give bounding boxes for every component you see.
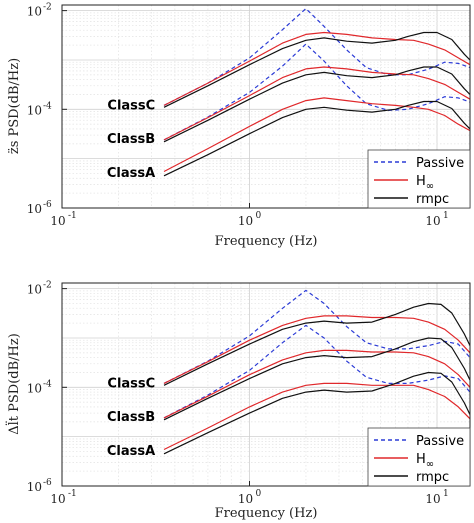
ticks-top: 10 -1 10 0 10 110 -610 -410 -2 [27, 3, 449, 228]
series-line [163, 371, 471, 455]
x-tick-exponent: -1 [68, 489, 77, 499]
axes-box-top [61, 4, 471, 209]
series-line [163, 97, 471, 173]
class-label: ClassC [107, 376, 155, 391]
y-axis-label-bottom: Δl̈t PSD(dB/Hz) [5, 333, 22, 435]
ticks-bottom: 10 -1 10 0 10 110 -610 -410 -2 [27, 281, 449, 506]
x-tick-exponent: 0 [255, 489, 261, 499]
y-tick-exponent: -4 [43, 379, 52, 389]
class-labels-bottom: ClassC ClassB ClassA [107, 376, 155, 459]
x-tick-label: 10 [238, 214, 253, 228]
class-labels-top: ClassC ClassB ClassA [107, 98, 155, 181]
y-tick-label: 10 [27, 480, 42, 494]
class-label: ClassA [107, 166, 155, 181]
series-line [163, 315, 471, 384]
y-tick-exponent: -6 [43, 200, 52, 210]
y-tick-label: 10 [27, 5, 42, 19]
legend-label: rmpc [416, 192, 449, 207]
class-label: ClassB [107, 132, 155, 147]
x-axis-label-top: Frequency (Hz) [215, 234, 318, 249]
x-tick-exponent: 1 [443, 211, 449, 221]
series-line [163, 302, 471, 386]
x-tick-label: 10 [50, 492, 65, 506]
series-top [163, 8, 471, 177]
series-line [163, 289, 471, 384]
y-tick-label: 10 [27, 283, 42, 297]
y-tick-exponent: -4 [43, 101, 52, 111]
panel-top: 10 -1 10 0 10 110 -610 -410 -2 ClassCClassBClass… [7, 3, 471, 249]
legend-label-subscript: ∞ [426, 459, 434, 470]
series-bottom [163, 289, 471, 455]
y-tick-exponent: -6 [43, 478, 52, 488]
series-line [163, 8, 471, 106]
series-line [163, 31, 471, 106]
series-line [163, 66, 471, 141]
y-tick-label: 10 [27, 103, 42, 117]
y-tick-exponent: -2 [43, 281, 52, 291]
x-tick-label: 10 [425, 492, 440, 506]
axes-box-bottom [61, 282, 471, 487]
legend-label: Passive [416, 156, 464, 171]
x-axis-label-bottom: Frequency (Hz) [215, 506, 318, 521]
class-label: ClassC [107, 98, 155, 113]
y-tick-label: 10 [27, 381, 42, 395]
legend-label: rmpc [416, 470, 449, 485]
x-tick-label: 10 [50, 214, 65, 228]
y-tick-exponent: -2 [43, 3, 52, 13]
legend-label: Passive [416, 434, 464, 449]
series-line [163, 100, 471, 177]
legend-label-subscript: ∞ [426, 181, 434, 192]
x-tick-exponent: 1 [443, 489, 449, 499]
x-tick-exponent: -1 [68, 211, 77, 221]
series-line [163, 337, 471, 421]
class-label: ClassA [107, 444, 155, 459]
x-tick-label: 10 [238, 492, 253, 506]
series-line [163, 66, 471, 143]
series-line [163, 382, 471, 451]
series-line [163, 324, 471, 419]
x-tick-label: 10 [425, 214, 440, 228]
x-tick-exponent: 0 [255, 211, 261, 221]
y-axis-label-top: z̈s PSD(dB/Hz) [7, 58, 22, 154]
class-label: ClassB [107, 410, 155, 425]
series-line [163, 349, 471, 419]
y-tick-label: 10 [27, 202, 42, 216]
panel-bottom: 10 -1 10 0 10 110 -610 -410 -2 ClassCClassBClass… [5, 281, 471, 521]
series-line [163, 31, 471, 108]
grid-bottom [61, 283, 470, 487]
